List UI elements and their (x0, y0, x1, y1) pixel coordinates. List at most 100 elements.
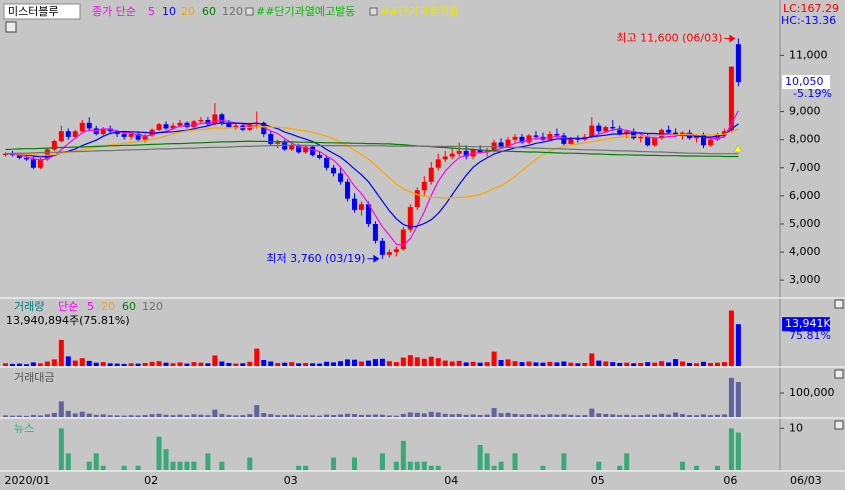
bar (240, 415, 246, 417)
bar (624, 414, 630, 417)
bar (107, 363, 113, 366)
bar (498, 360, 504, 366)
bar (645, 362, 651, 366)
bar (449, 414, 455, 417)
last-date: 06/03 (790, 474, 822, 487)
stock-name[interactable]: 미스터블루 (8, 5, 59, 18)
bar (589, 353, 595, 366)
bar (477, 445, 483, 470)
candle-body (631, 131, 637, 139)
candle-body (547, 134, 553, 140)
bar (554, 414, 560, 417)
bar (533, 414, 539, 417)
bar (51, 359, 57, 366)
y-tick-label: 5,000 (789, 217, 821, 230)
candle-body (617, 128, 623, 135)
legend-entry[interactable]: 20 (181, 5, 195, 18)
y-tick-label: 7,000 (789, 161, 821, 174)
bar (519, 414, 525, 417)
bar (303, 363, 309, 366)
bar (652, 362, 658, 366)
y-tick-label: 8,000 (789, 133, 821, 146)
grid-icon[interactable] (5, 21, 17, 33)
bar (282, 414, 288, 417)
bars (58, 428, 741, 470)
bar (149, 414, 155, 417)
bar (365, 360, 371, 366)
signal-label[interactable]: ##단기과열적출 (380, 5, 459, 18)
bar (156, 436, 162, 470)
bar (568, 362, 574, 366)
bar (680, 461, 686, 470)
legend-entry[interactable]: 60 (202, 5, 216, 18)
close-button[interactable] (834, 299, 844, 309)
bar (345, 359, 351, 366)
title-box[interactable] (3, 3, 81, 20)
bars (2, 310, 741, 366)
bar (491, 351, 497, 366)
bar (379, 414, 385, 417)
candle-body (435, 159, 441, 168)
legend-entry[interactable]: 120 (222, 5, 243, 18)
bar (282, 362, 288, 366)
bar (233, 415, 239, 417)
bar (512, 453, 518, 470)
signal-icon (245, 7, 254, 16)
bar (268, 414, 274, 417)
bar (351, 359, 357, 366)
high-arrow-head (729, 34, 736, 43)
bar (456, 413, 462, 417)
x-tick-label: 03 (284, 474, 298, 487)
bar (400, 357, 406, 366)
bar (393, 461, 399, 470)
bar (735, 381, 741, 417)
signal-label[interactable]: ##단기과열예고발동 (256, 5, 355, 18)
candle-body (407, 207, 413, 230)
volume-legend: 5 (87, 300, 94, 313)
bar (735, 324, 741, 366)
bar (700, 361, 706, 366)
bar (386, 361, 392, 366)
candle-body (219, 114, 225, 123)
bar (554, 362, 560, 366)
bar (2, 363, 8, 366)
legend-entry[interactable]: 5 (148, 5, 155, 18)
bar (589, 408, 595, 417)
bar (673, 412, 679, 417)
candle-body (107, 128, 113, 132)
bar (93, 414, 99, 417)
close-buttons[interactable] (834, 299, 844, 430)
bar (296, 415, 302, 417)
candle-body (372, 223, 378, 241)
x-tick-label: 05 (591, 474, 605, 487)
legend-entry[interactable]: 10 (162, 5, 176, 18)
candle-body (44, 149, 50, 160)
bar (135, 415, 141, 417)
close-button[interactable] (834, 369, 844, 379)
bar (30, 362, 36, 366)
bar (170, 363, 176, 366)
bar (331, 457, 337, 470)
candle-body (135, 134, 141, 140)
volume-ratio: 75.81% (789, 329, 831, 342)
candle-body (386, 252, 392, 255)
bar (631, 415, 637, 417)
bar (568, 414, 574, 417)
bar (247, 361, 253, 366)
close-button[interactable] (834, 420, 844, 430)
bar (547, 414, 553, 417)
bar (177, 461, 183, 470)
bar (694, 415, 700, 417)
bar (184, 415, 190, 417)
bar (707, 363, 713, 366)
candle-body (365, 204, 371, 224)
bar (135, 465, 141, 470)
news-title: 뉴스 (14, 422, 34, 435)
candle-body (177, 122, 183, 126)
bar (324, 414, 330, 417)
bar (100, 465, 106, 470)
bar (142, 415, 148, 417)
bar (114, 415, 120, 417)
candle-body (498, 142, 504, 147)
candle-body (303, 146, 309, 153)
